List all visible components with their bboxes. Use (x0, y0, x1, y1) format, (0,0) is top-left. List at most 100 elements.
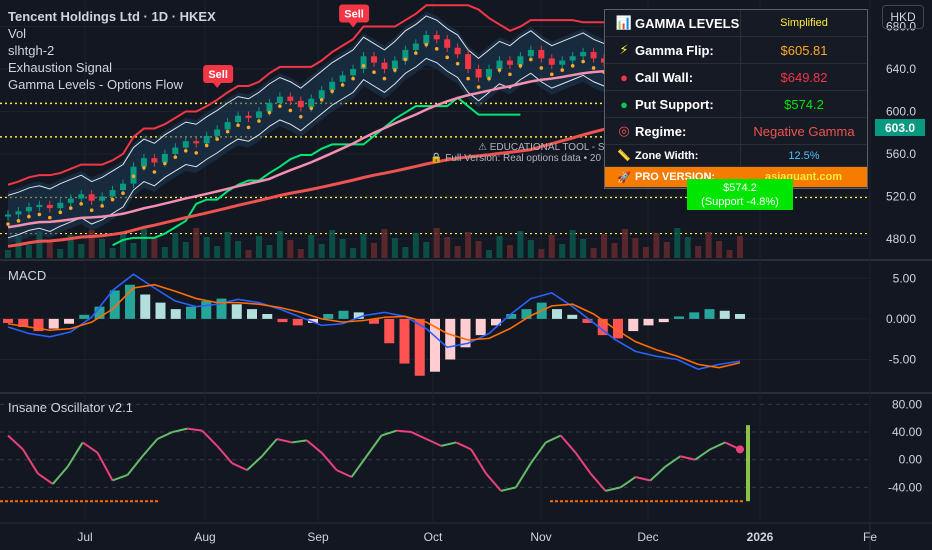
candle-body (46, 204, 53, 209)
volume-bar (444, 237, 451, 258)
trail-dot (183, 148, 188, 153)
volume-bar (46, 240, 53, 258)
volume-bar (235, 241, 242, 258)
macd-histogram-bar (216, 298, 227, 319)
candle-body (454, 47, 461, 55)
volume-bar (99, 239, 106, 258)
trail-dot (68, 206, 73, 210)
candle-body (15, 211, 22, 215)
volume-bar (214, 246, 221, 258)
macd-histogram-bar (491, 318, 501, 326)
oscillator-segment (455, 441, 472, 451)
trail-dot (257, 119, 261, 123)
oscillator-pane-label[interactable]: Insane Oscillator v2.1 (8, 400, 134, 415)
candle-body (329, 81, 336, 91)
macd-histogram-bar (33, 318, 44, 332)
trail-dot (278, 104, 282, 108)
oscillator-segment (425, 438, 442, 447)
osc-axis-label: 80.00 (892, 397, 922, 411)
trail-dot (393, 68, 397, 72)
volume-bar (684, 237, 691, 258)
volume-bar (130, 243, 137, 258)
volume-bar (423, 242, 430, 258)
gamma-row-put-support: ● Put Support: $574.2 (605, 91, 867, 118)
oscillator-segment (96, 452, 114, 481)
call-wall-cell: ● Call Wall: (605, 64, 741, 90)
volume-bar (559, 244, 566, 258)
volume-bar (120, 234, 127, 258)
macd-histogram-bar (460, 318, 471, 348)
support-label-box: $574.2 (Support -4.8%) (687, 179, 793, 210)
full-version-note: 🔒 Full Version: Real options data • 20 (430, 153, 602, 164)
macd-histogram-bar (64, 318, 74, 324)
zone-width-value: 12.5% (788, 149, 820, 162)
symbol-title[interactable]: Tencent Holdings Ltd · 1D · HKEX (8, 9, 216, 24)
volume-bar (663, 242, 670, 258)
x-tick-label: Aug (194, 530, 215, 544)
candle-body (297, 100, 304, 108)
price-axis-label: 480.0 (886, 232, 916, 246)
volume-bar (350, 248, 357, 258)
volume-bar (475, 241, 482, 258)
trail-dot (340, 83, 345, 87)
oscillator-segment (172, 427, 188, 434)
volume-bar (318, 244, 325, 258)
volume-bar (433, 228, 440, 258)
trail-dot (372, 70, 376, 74)
oscillator-segment (410, 431, 427, 440)
candle-body (203, 135, 210, 144)
macd-histogram-bar (79, 314, 90, 319)
candle-body (255, 111, 262, 118)
x-tick-label: Fe (863, 530, 877, 544)
macd-histogram-bar (231, 304, 242, 319)
oscillator-segment (500, 486, 517, 492)
volume-bar (548, 235, 555, 258)
indicator-gamma-levels[interactable]: Gamma Levels - Options Flow (8, 77, 183, 92)
macd-histogram-bar (369, 318, 379, 324)
macd-pane-label[interactable]: MACD (8, 268, 47, 283)
osc-axis-label: 40.00 (892, 425, 922, 439)
gamma-row-regime: ◎ Regime: Negative Gamma (605, 118, 867, 145)
candle-body (78, 194, 85, 199)
macd-histogram-bar (262, 314, 273, 319)
candle-body (25, 207, 32, 212)
rocket-icon: 🚀 (617, 171, 631, 184)
regime-label: Regime: (635, 123, 687, 139)
volume-bar (391, 238, 398, 258)
candle-body (371, 56, 377, 63)
trail-dot (6, 222, 10, 226)
indicator-exhaustion[interactable]: Exhaustion Signal (8, 60, 113, 75)
gamma-row-flip: ⚡ Gamma Flip: $605.81 (605, 37, 867, 64)
currency-button[interactable]: HKD (882, 5, 924, 29)
volatility-band (8, 11, 740, 245)
volume-bar (538, 249, 545, 258)
oscillator-segment (440, 441, 457, 447)
volume-bar (496, 236, 503, 258)
chart-legend: Tencent Holdings Ltd · 1D · HKEX Vol slh… (8, 8, 216, 93)
price-axis-label: 680.0 (886, 20, 916, 34)
ruler-icon: 📏 (617, 150, 631, 162)
volume-bar (151, 238, 158, 258)
indicator-slhtgh[interactable]: slhtgh-2 (8, 43, 55, 58)
candle-body (276, 96, 283, 103)
trail-dot (351, 76, 355, 81)
volume-bar (621, 229, 628, 258)
indicator-vol[interactable]: Vol (8, 26, 27, 41)
trail-dot (570, 64, 575, 68)
volume-bar (67, 235, 74, 258)
oscillator-segment (82, 441, 99, 454)
volume-bar (203, 237, 210, 258)
candle-body (548, 58, 555, 65)
candle-body (318, 90, 325, 99)
put-support-cell: ● Put Support: (605, 91, 741, 117)
candle-body (412, 43, 419, 50)
macd-histogram-bar (445, 318, 456, 360)
trail-dot (319, 98, 324, 102)
macd-axis-label: 5.00 (893, 271, 917, 285)
macd-histogram-bar (109, 290, 120, 319)
macd-histogram-bar (521, 309, 532, 319)
macd-axis-label: -5.00 (889, 353, 917, 367)
gamma-header-cell: 📊 GAMMA LEVELS (605, 10, 741, 36)
educational-note: ⚠ EDUCATIONAL TOOL - SI (478, 142, 608, 153)
oscillator-segment (187, 427, 203, 432)
